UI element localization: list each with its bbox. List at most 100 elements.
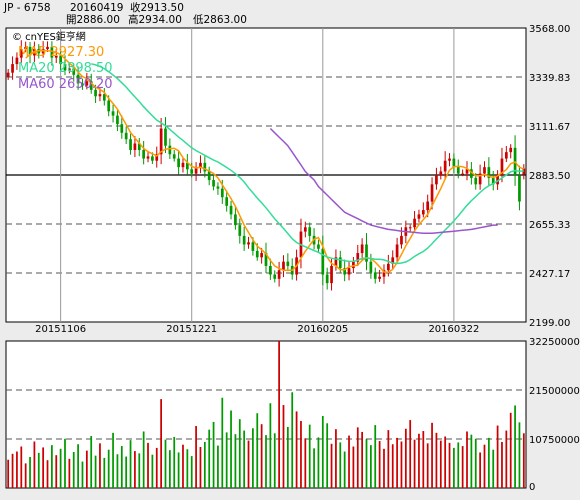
candle-down — [63, 64, 67, 71]
volume-bar — [94, 455, 97, 488]
volume-bar — [461, 446, 464, 488]
volume-bar — [203, 441, 206, 488]
volume-bar — [29, 457, 31, 488]
candle-down — [207, 171, 211, 181]
candle-down — [72, 68, 76, 75]
candle-down — [321, 248, 325, 275]
price-y-axis: 3568.00 3339.83 3111.67 2883.50 2655.33 2427.… — [529, 24, 570, 329]
candle-down — [518, 175, 521, 202]
candle-up — [6, 72, 10, 77]
volume-bar — [361, 431, 364, 488]
volume-bar — [335, 429, 337, 488]
volume-bar — [483, 444, 486, 488]
volume-bar — [186, 449, 189, 488]
ma60-line — [269, 127, 498, 235]
candle-up — [98, 94, 102, 97]
volume-bar — [487, 437, 490, 488]
volume-bar — [374, 425, 377, 488]
volume-bar — [212, 421, 215, 488]
volume-bar — [112, 432, 114, 488]
volume-bar — [492, 449, 495, 488]
candle-down — [255, 250, 259, 258]
candle-down — [242, 235, 246, 245]
candle-up — [199, 162, 202, 168]
legend-ma5: MA5 2927.30 — [18, 45, 104, 60]
volume-bar — [413, 439, 416, 488]
volume-bar — [317, 437, 320, 488]
volume-bar — [518, 422, 521, 488]
candle-down — [365, 244, 368, 262]
candle-up — [194, 167, 198, 174]
candle-down — [59, 55, 62, 65]
candle-down — [190, 169, 194, 174]
candle-down — [474, 177, 478, 185]
candle-up — [426, 201, 430, 211]
candle-up — [68, 68, 71, 71]
candle-down — [264, 253, 268, 266]
volume-bar — [439, 440, 442, 488]
volume-bar — [125, 456, 128, 488]
candle-up — [85, 81, 89, 86]
date-tick-label: 20160322 — [428, 324, 479, 335]
candle-up — [443, 160, 447, 172]
price-tick-label: 2655.33 — [529, 220, 570, 231]
volume-bar — [160, 399, 162, 488]
source-watermark: © cnYES鉅亨網 — [12, 30, 86, 43]
quote-header: JP - 6758 20160419 收2913.50 開2886.00 高29… — [4, 1, 484, 27]
candle-down — [151, 156, 154, 161]
open-label: 開2886.00 — [66, 14, 120, 26]
volume-bar — [85, 450, 88, 488]
price-tick-label: 2199.00 — [529, 318, 570, 329]
volume-bar — [282, 405, 285, 488]
candle-up — [330, 265, 333, 284]
volume-bar — [103, 457, 106, 488]
volume-bar — [46, 460, 49, 488]
volume-tick-label: 10750000 — [529, 435, 580, 446]
volume-bar — [522, 433, 525, 488]
candle-down — [286, 261, 290, 266]
candle-down — [168, 145, 172, 155]
candle-up — [435, 175, 438, 185]
volume-bar — [352, 446, 355, 488]
volume-bar — [348, 435, 350, 488]
volume-bar — [238, 419, 241, 488]
candle-down — [164, 128, 167, 146]
candle-up — [386, 263, 390, 271]
candle-up — [430, 184, 434, 202]
volume-bar — [199, 446, 202, 488]
candle-up — [360, 244, 364, 254]
volume-bar — [90, 436, 93, 488]
candle-down — [470, 169, 473, 178]
volume-tick-label: 21500000 — [529, 386, 580, 397]
candle-down — [238, 225, 242, 236]
candle-down — [452, 158, 456, 168]
candle-up — [356, 253, 360, 262]
candle-down — [116, 115, 119, 125]
volume-bar — [313, 448, 315, 488]
volume-bar — [37, 452, 40, 488]
candle-down — [373, 272, 377, 279]
volume-bar — [208, 429, 211, 488]
candle-down — [273, 274, 277, 279]
volume-bar — [7, 459, 10, 488]
candle-up — [11, 64, 14, 73]
volume-bar — [426, 443, 429, 488]
volume-bar — [77, 444, 79, 488]
volume-bar — [134, 451, 136, 488]
candles — [6, 40, 526, 291]
candle-up — [448, 158, 451, 161]
volume-bar — [51, 445, 53, 488]
volume-bar — [278, 341, 280, 488]
price-tick-label: 3568.00 — [529, 24, 570, 35]
candle-down — [50, 46, 54, 58]
candle-up — [395, 244, 399, 258]
ma20-line — [91, 63, 524, 265]
candle-down — [229, 205, 233, 215]
volume-bar — [147, 442, 149, 488]
candle-up — [260, 253, 263, 258]
volume-bar — [195, 426, 197, 488]
volume-bar — [265, 435, 267, 488]
volume-bar — [295, 411, 298, 488]
volume-bars — [7, 341, 525, 488]
